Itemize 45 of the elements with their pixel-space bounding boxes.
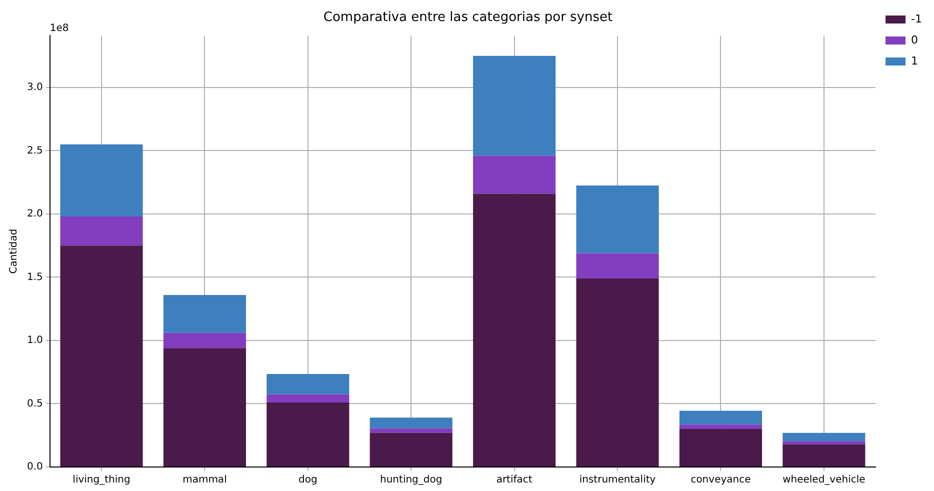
y-tick-label: 2.5 <box>26 145 43 156</box>
bar <box>473 194 556 466</box>
y-tick-label: 0.0 <box>26 462 43 473</box>
bar <box>60 246 143 466</box>
bar <box>370 432 452 466</box>
x-tick-label: mammal <box>182 474 227 486</box>
x-tick-label: living_thing <box>72 474 130 486</box>
y-tick-label: 1.0 <box>26 335 43 346</box>
bar <box>576 253 659 278</box>
bar <box>782 444 866 466</box>
bar <box>782 432 866 442</box>
x-tick-label: instrumentality <box>579 474 656 486</box>
bar <box>163 332 246 348</box>
text: 1e8 <box>50 23 69 34</box>
x-tick-label: conveyance <box>690 474 751 486</box>
x-tick-label: wheeled_vehicle <box>782 474 866 486</box>
y-axis-title: Cantidad <box>8 228 20 274</box>
bar <box>60 144 143 217</box>
legend-label: 0 <box>911 33 918 46</box>
bar <box>163 294 246 333</box>
bar <box>370 418 452 428</box>
bar <box>266 394 350 402</box>
bar <box>679 424 762 430</box>
bar <box>60 216 143 246</box>
y-tick-label: 1.5 <box>26 272 43 283</box>
y-tick-label: 2.0 <box>26 208 43 220</box>
y-tick-label: 0.5 <box>26 398 43 410</box>
bar <box>679 410 762 425</box>
bar <box>266 374 350 394</box>
bar <box>370 428 452 433</box>
x-tick-label: dog <box>298 474 318 486</box>
y-tick-label: 3.0 <box>26 82 43 94</box>
bar <box>782 441 866 444</box>
bar <box>266 402 350 466</box>
bar <box>473 156 556 194</box>
x-tick-label: artifact <box>496 474 532 486</box>
bar <box>576 278 659 466</box>
bar <box>163 348 246 466</box>
legend-label: -1 <box>911 12 922 26</box>
x-tick-label: hunting_dog <box>380 474 442 486</box>
legend-label: 1 <box>911 54 918 68</box>
bar <box>679 429 762 466</box>
bar <box>473 56 556 156</box>
bar <box>576 186 659 254</box>
chart-title: Comparativa entre las categorias por synset <box>323 10 613 26</box>
